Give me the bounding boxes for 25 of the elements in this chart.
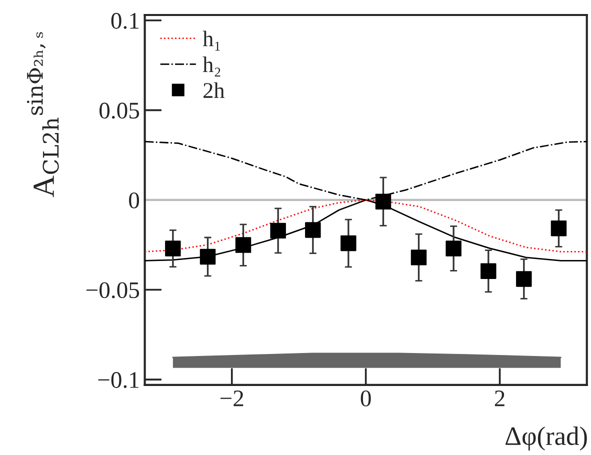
point [480, 263, 496, 279]
y-tick-label: −0.1 [98, 372, 139, 388]
y-tick-label: −0.05 [86, 282, 140, 298]
legend-label: 2h [204, 82, 225, 98]
legend-label: h₁ [202, 30, 220, 51]
y-tick-label: 0.1 [111, 12, 139, 29]
point [270, 222, 286, 239]
point [550, 220, 567, 236]
point [200, 248, 216, 265]
point [516, 271, 532, 287]
legend-label: h₂ [202, 56, 220, 76]
x-tick-label: 2 [494, 390, 504, 406]
y-tick-label: 0.05 [100, 102, 140, 119]
point [305, 222, 321, 238]
point [165, 240, 181, 256]
point [410, 250, 427, 266]
point [375, 194, 392, 210]
point [446, 240, 462, 256]
x-tick-label: 0 [360, 390, 371, 406]
y-axis-title: A$_{CL2h}$$^{sinΦ₂ₕ,ₛ}$ [26, 32, 59, 198]
y-tick-label: 0 [129, 192, 140, 208]
x-tick-label: −2 [220, 390, 244, 406]
point [235, 237, 252, 253]
x-axis-title: Δφ(rad) [506, 426, 587, 450]
point [340, 235, 356, 252]
